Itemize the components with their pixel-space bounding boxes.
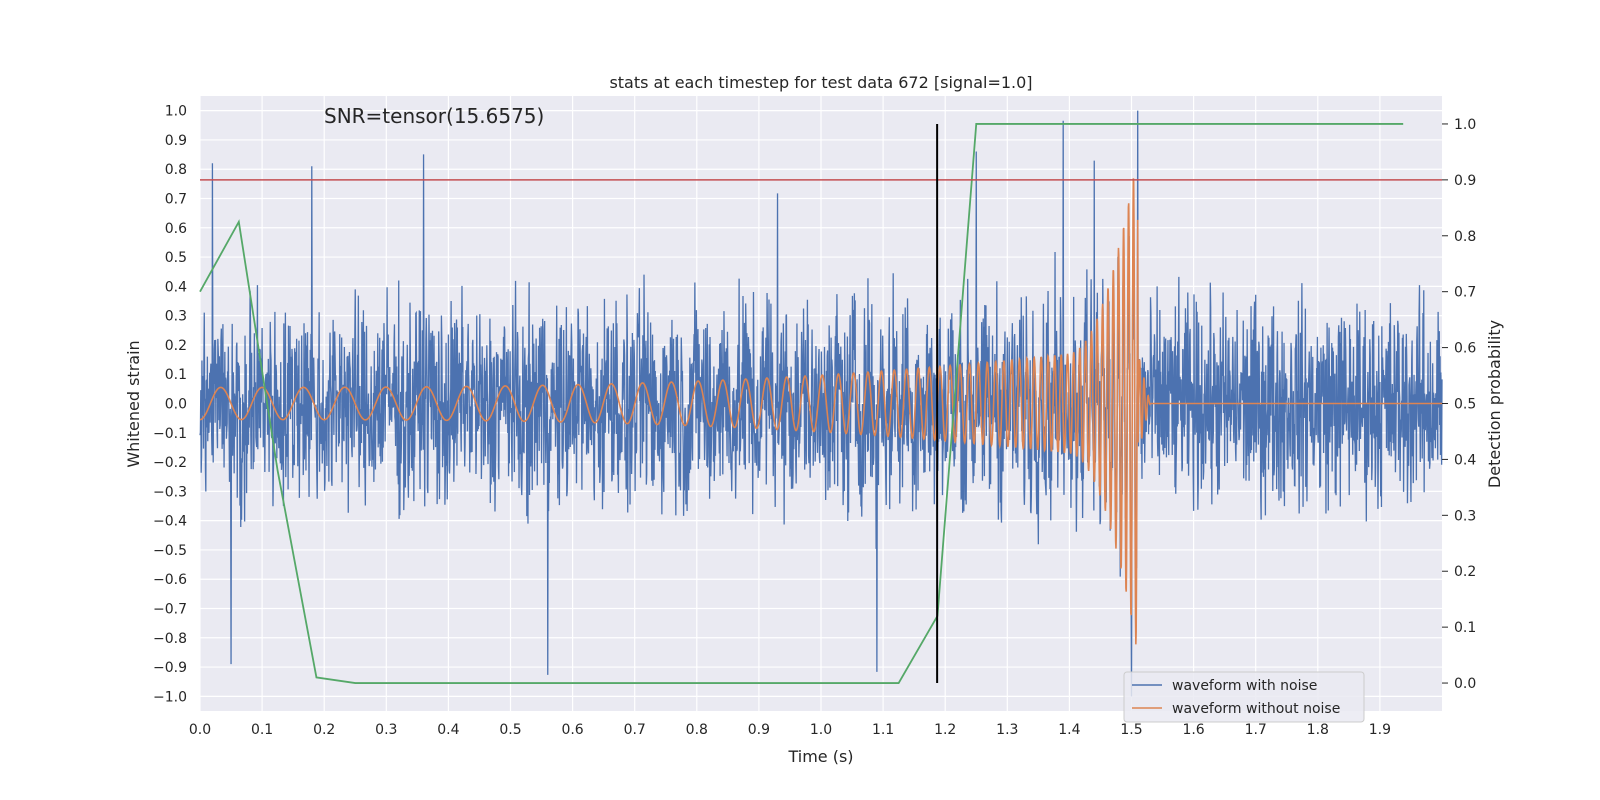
y-right-axis-ticks: 1.0 0.9 0.8 0.7 0.6 0.5 0.4 0.3 0.2 0.1 0.0 <box>1442 117 1476 692</box>
x-axis-ticks: 0.0 0.1 0.2 0.3 0.4 0.5 0.6 0.7 0.8 0.9 1.0 1.1 1.2 1… <box>189 722 1391 738</box>
y-left-tick-label: −0.7 <box>153 602 187 618</box>
x-tick-label: 0.5 <box>499 722 521 738</box>
x-tick-label: 1.6 <box>1182 722 1204 738</box>
y-right-tick-label: 0.8 <box>1454 229 1476 245</box>
y-left-tick-label: 0.5 <box>165 250 187 266</box>
overlays <box>200 123 1442 684</box>
y-left-tick-label: 0.3 <box>165 309 187 325</box>
y-left-tick-label: 0.0 <box>165 397 187 413</box>
y-right-tick-label: 1.0 <box>1454 117 1476 133</box>
y-left-axis-title: Whitened strain <box>124 340 143 467</box>
y-left-tick-label: −0.4 <box>153 514 187 530</box>
y-left-axis-ticks: 1.0 0.9 0.8 0.7 0.6 0.5 0.4 0.3 0.2 0.1 0.0 −0.1 −0.… <box>153 104 187 706</box>
y-right-tick-label: 0.7 <box>1454 285 1476 301</box>
y-left-tick-label: −0.9 <box>153 660 187 676</box>
legend: waveform with noise waveform without noi… <box>1123 671 1365 723</box>
x-tick-label: 0.9 <box>748 722 770 738</box>
series-waveform-with-noise <box>199 110 1443 697</box>
y-left-tick-label: −0.1 <box>153 426 187 442</box>
y-right-tick-label: 0.3 <box>1454 508 1476 524</box>
legend-box <box>1123 671 1365 723</box>
x-tick-label: 1.5 <box>1120 722 1142 738</box>
line-waveform-with-noise <box>199 110 1443 697</box>
line-detection-probability <box>199 123 1404 684</box>
y-right-tick-label: 0.6 <box>1454 341 1476 357</box>
y-left-tick-label: −0.2 <box>153 455 187 471</box>
chart-title: stats at each timestep for test data 672… <box>609 73 1032 92</box>
x-tick-label: 1.3 <box>996 722 1018 738</box>
x-tick-label: 0.0 <box>189 722 211 738</box>
x-tick-label: 1.4 <box>1058 722 1080 738</box>
x-axis-title: Time (s) <box>787 747 853 766</box>
y-right-tick-label: 0.9 <box>1454 173 1476 189</box>
y-left-tick-label: −0.8 <box>153 631 187 647</box>
y-right-tick-label: 0.0 <box>1454 676 1476 692</box>
y-left-tick-label: 0.6 <box>165 221 187 237</box>
x-tick-label: 1.8 <box>1307 722 1329 738</box>
x-tick-label: 0.6 <box>561 722 583 738</box>
y-left-tick-label: 1.0 <box>165 104 187 120</box>
x-tick-label: 1.1 <box>872 722 894 738</box>
y-left-tick-label: −0.6 <box>153 572 187 588</box>
x-tick-label: 0.2 <box>313 722 335 738</box>
x-tick-label: 0.3 <box>375 722 397 738</box>
y-left-tick-label: −0.5 <box>153 543 187 559</box>
y-left-tick-label: −0.3 <box>153 484 187 500</box>
y-left-tick-label: 0.8 <box>165 162 187 178</box>
x-tick-label: 1.9 <box>1369 722 1391 738</box>
x-tick-label: 0.4 <box>437 722 459 738</box>
x-tick-label: 0.8 <box>686 722 708 738</box>
y-right-tick-label: 0.2 <box>1454 564 1476 580</box>
y-right-axis-title: Detection probability <box>1485 320 1504 488</box>
x-tick-label: 1.0 <box>810 722 832 738</box>
y-left-tick-label: 0.9 <box>165 133 187 149</box>
series-waveform-without-noise <box>199 178 1442 645</box>
y-right-tick-label: 0.5 <box>1454 397 1476 413</box>
y-left-tick-label: 0.7 <box>165 192 187 208</box>
y-left-tick-label: 0.2 <box>165 338 187 354</box>
y-right-tick-label: 0.1 <box>1454 620 1476 636</box>
y-left-tick-label: 0.4 <box>165 279 187 295</box>
y-right-tick-label: 0.4 <box>1454 452 1476 468</box>
x-tick-label: 0.1 <box>251 722 273 738</box>
line-waveform-without-noise <box>199 178 1442 645</box>
y-left-tick-label: 0.1 <box>165 367 187 383</box>
x-tick-label: 1.2 <box>934 722 956 738</box>
grid <box>199 96 1442 711</box>
series-detection-probability <box>199 123 1404 684</box>
legend-label-clean: waveform without noise <box>1172 701 1340 717</box>
legend-label-noise: waveform with noise <box>1172 678 1317 694</box>
y-left-tick-label: −1.0 <box>153 689 187 705</box>
snr-annotation: SNR=tensor(15.6575) <box>324 104 544 128</box>
x-tick-label: 1.7 <box>1245 722 1267 738</box>
x-tick-label: 0.7 <box>624 722 646 738</box>
